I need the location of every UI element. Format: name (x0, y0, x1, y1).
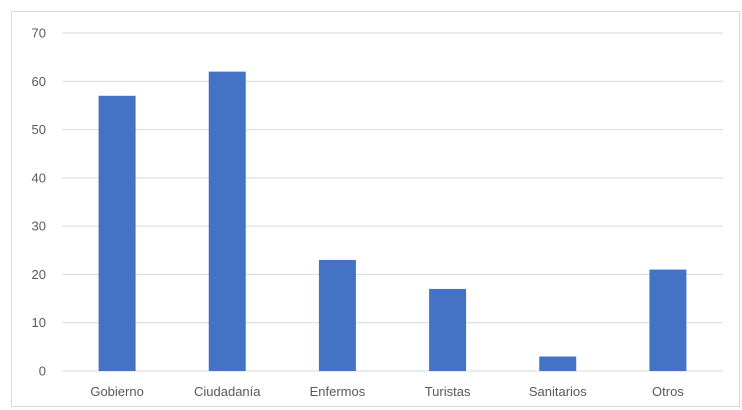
x-tick-label: Otros (652, 384, 684, 399)
y-tick-label: 30 (32, 219, 46, 234)
bars (98, 71, 687, 372)
y-tick-label: 20 (32, 267, 46, 282)
x-tick-label: Enfermos (310, 384, 366, 399)
bar-enfermos (318, 259, 356, 371)
x-tick-label: Turistas (425, 384, 471, 399)
bar-otros (649, 269, 687, 371)
y-tick-label: 40 (32, 170, 46, 185)
y-tick-label: 0 (39, 364, 46, 379)
bar-ciudadanía (208, 71, 246, 371)
y-axis-tick-labels: 0 10 20 30 40 50 60 70 (32, 26, 46, 379)
x-tick-label: Sanitarios (529, 384, 587, 399)
x-tick-label: Gobierno (90, 384, 143, 399)
bar-gobierno (98, 95, 136, 372)
gridlines (62, 32, 723, 372)
x-tick-label: Ciudadanía (194, 384, 261, 399)
x-axis-tick-labels: Gobierno Ciudadanía Enfermos Turistas Sanita… (90, 384, 684, 399)
bar-sanitarios (539, 356, 577, 371)
y-tick-label: 70 (32, 26, 46, 41)
y-tick-label: 60 (32, 74, 46, 89)
y-tick-label: 50 (32, 122, 46, 137)
bar-turistas (429, 288, 467, 371)
y-tick-label: 10 (32, 315, 46, 330)
